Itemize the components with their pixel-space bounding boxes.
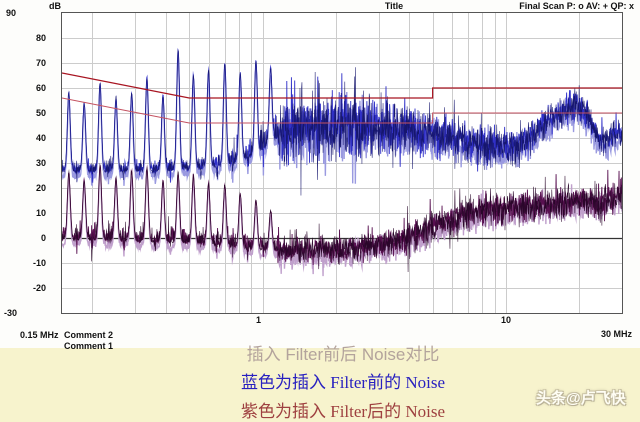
x-tick-10mhz: 10 (501, 315, 512, 325)
y-tick-0: 0 (40, 233, 46, 243)
comment-1: Comment 1 (64, 341, 114, 351)
x-label-start: 0.15 MHz (20, 330, 59, 340)
y-tick-10: 10 (35, 208, 46, 218)
y-tick-m10: -10 (32, 258, 46, 268)
final-scan-legend: Final Scan P: o AV: + QP: x (519, 1, 634, 11)
caption-background-strip (0, 348, 640, 422)
y-tick-30: 30 (35, 158, 46, 168)
y-tick-70: 70 (35, 58, 46, 68)
chart-title: Title (384, 1, 404, 11)
caption-blue-before: 蓝色为插入 Filter前的 Noise (241, 373, 445, 392)
watermark: 头条@卢飞快 (536, 390, 626, 407)
y-tick-60: 60 (35, 83, 46, 93)
comment-2: Comment 2 (64, 330, 114, 340)
spectrum-canvas (62, 13, 622, 313)
y-tick-90: 90 (6, 8, 17, 18)
caption-purple-after: 紫色为插入 Filter后的 Noise (241, 402, 445, 421)
x-tick-1mhz: 1 (256, 315, 262, 325)
spectrum-plot-area (61, 12, 623, 314)
x-label-end: 30 MHz (600, 329, 632, 339)
y-tick-m30: -30 (4, 308, 18, 318)
y-tick-m20: -20 (32, 283, 46, 293)
caption-compare: 插入 Filter前后 Noise对比 (246, 345, 440, 364)
y-tick-20: 20 (35, 183, 46, 193)
y-tick-50: 50 (35, 108, 46, 118)
y-tick-80: 80 (35, 33, 46, 43)
y-axis-unit-label: dB (49, 1, 61, 11)
y-tick-40: 40 (35, 133, 46, 143)
